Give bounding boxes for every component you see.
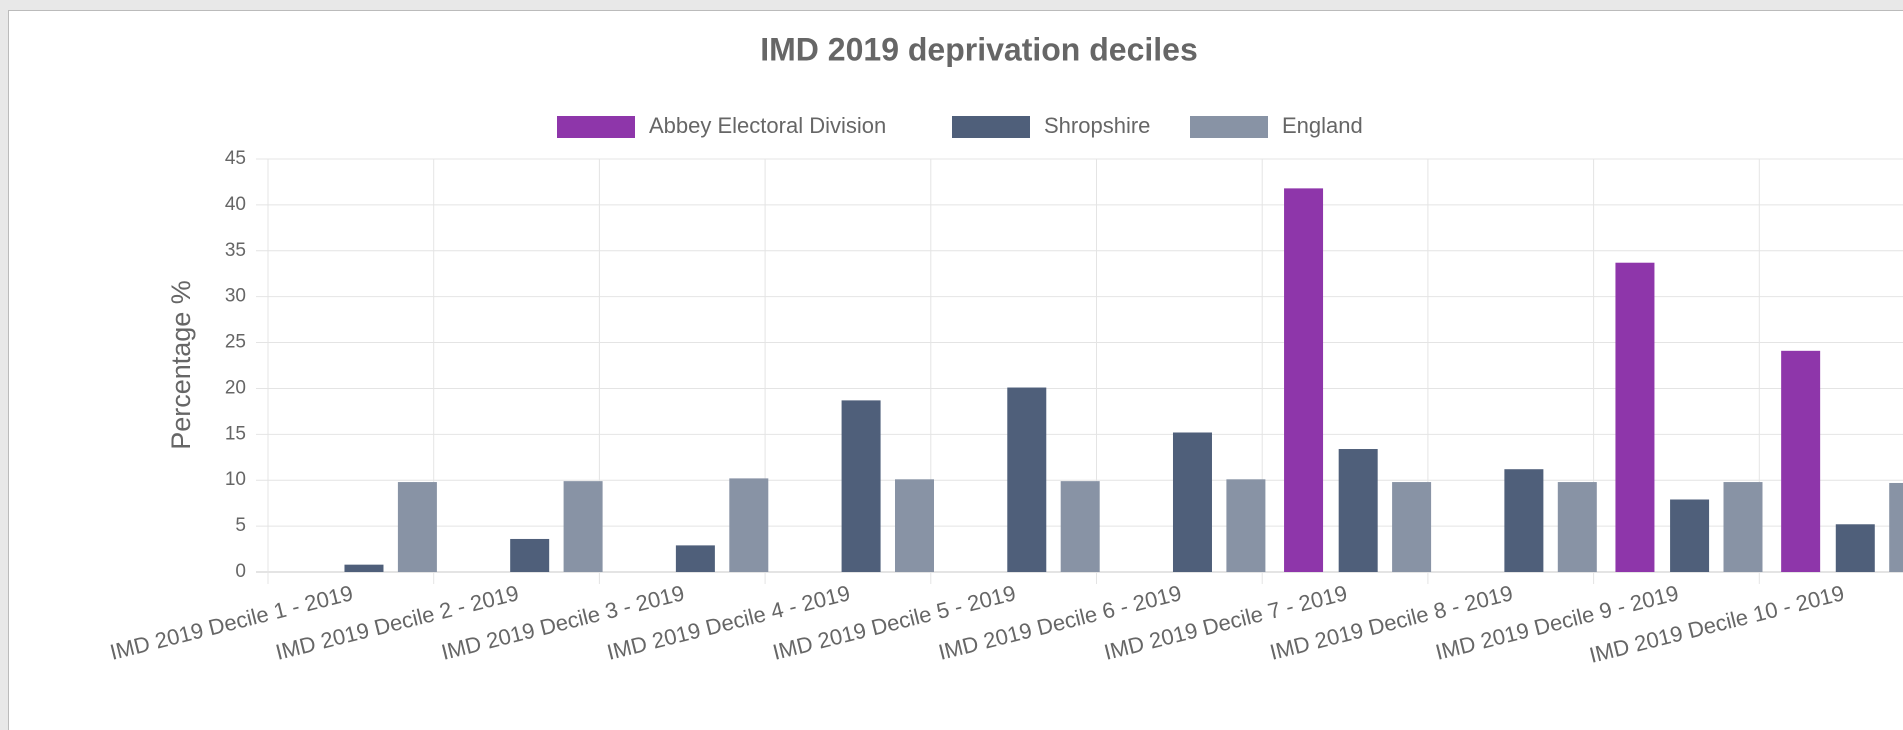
y-tick-label: 0 — [235, 561, 246, 582]
y-tick-label: 15 — [225, 423, 246, 444]
bar — [1781, 350, 1821, 572]
bar — [1060, 481, 1100, 572]
y-tick-label: 20 — [225, 377, 246, 398]
legend-swatch — [952, 116, 1030, 138]
bar — [894, 479, 934, 572]
legend-swatch — [1190, 116, 1268, 138]
bar — [344, 564, 384, 572]
bar — [563, 481, 603, 572]
bar — [1392, 482, 1432, 572]
bar — [510, 538, 550, 572]
bar — [1835, 524, 1875, 572]
bar — [1284, 188, 1324, 572]
bar — [1557, 482, 1597, 572]
y-tick-label: 45 — [225, 148, 246, 169]
legend-label: Abbey Electoral Division — [649, 113, 886, 138]
bar — [1615, 262, 1655, 572]
bar — [841, 400, 881, 572]
y-tick-label: 25 — [225, 332, 246, 353]
bar — [729, 478, 769, 572]
chart-title: IMD 2019 deprivation deciles — [760, 31, 1198, 67]
bar — [1007, 387, 1047, 572]
y-tick-label: 5 — [235, 515, 246, 536]
chart-frame: IMD 2019 deprivation deciles Percentage … — [8, 10, 1903, 730]
bar — [1723, 482, 1763, 572]
y-tick-label: 40 — [225, 194, 246, 215]
chart: IMD 2019 deprivation deciles Percentage … — [107, 31, 1903, 668]
bar — [1172, 432, 1212, 572]
bar — [1504, 469, 1544, 572]
bar — [397, 482, 437, 572]
bar — [1338, 449, 1378, 572]
legend-label: Shropshire — [1044, 113, 1150, 138]
bar — [1889, 482, 1903, 572]
y-tick-label: 30 — [225, 286, 246, 307]
bar — [1670, 499, 1710, 572]
y-tick-label: 10 — [225, 469, 246, 490]
bar — [675, 545, 715, 572]
y-tick-label: 35 — [225, 240, 246, 261]
y-axis-label: Percentage % — [166, 280, 196, 450]
legend-label: England — [1282, 113, 1363, 138]
legend-swatch — [557, 116, 635, 138]
bar — [1226, 479, 1266, 572]
